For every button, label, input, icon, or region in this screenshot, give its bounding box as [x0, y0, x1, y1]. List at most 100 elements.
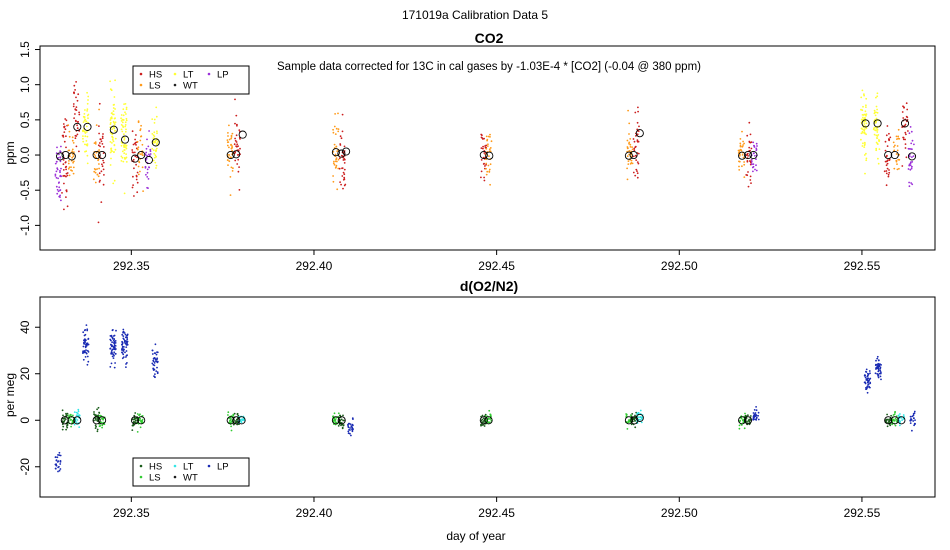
- co2-point: [230, 147, 233, 150]
- co2-point: [862, 105, 864, 108]
- co2-point: [82, 137, 84, 140]
- co2-point: [860, 96, 863, 99]
- co2-point: [234, 159, 237, 162]
- o2n2-point: [877, 364, 880, 367]
- o2n2-point: [629, 414, 632, 416]
- o2n2-point: [913, 424, 915, 427]
- co2-point: [110, 157, 112, 160]
- co2-mean-marker: [92, 150, 101, 160]
- co2-point: [489, 133, 491, 136]
- o2n2-point: [101, 424, 104, 427]
- o2n2-point: [125, 354, 128, 357]
- co2-point: [60, 145, 62, 148]
- o2n2-point: [913, 412, 916, 414]
- co2-point: [481, 137, 484, 140]
- o2n2-point: [126, 362, 128, 364]
- co2-point: [148, 153, 150, 156]
- co2-point: [120, 117, 122, 120]
- co2-point: [62, 136, 65, 138]
- o2n2-point: [126, 338, 129, 341]
- co2-point: [152, 159, 155, 162]
- co2-point: [338, 157, 341, 160]
- co2-point: [897, 135, 900, 138]
- co2-point: [909, 126, 912, 128]
- o2n2-mean-marker: [237, 416, 246, 425]
- o2n2-point: [866, 391, 869, 394]
- co2-point: [752, 165, 755, 168]
- co2-point: [70, 166, 72, 169]
- co2-point: [339, 181, 341, 184]
- o2n2-point: [86, 349, 89, 352]
- co2-point: [748, 140, 751, 143]
- o2n2-point: [78, 426, 81, 428]
- co2-point: [132, 184, 135, 187]
- o2n2-point: [110, 339, 112, 342]
- co2-point: [228, 154, 231, 156]
- co2-point: [54, 175, 57, 177]
- co2-point: [865, 127, 868, 130]
- co2-point: [145, 173, 147, 176]
- co2-point: [753, 144, 755, 147]
- o2n2-mean-marker: [484, 416, 493, 425]
- co2-point: [893, 149, 896, 152]
- co2-point: [140, 124, 143, 127]
- o2n2-point: [876, 365, 879, 368]
- o2n2-point: [874, 372, 877, 375]
- o2n2-point: [94, 417, 97, 420]
- co2-point: [335, 127, 338, 130]
- co2-point: [628, 153, 630, 156]
- co2-mean-marker: [73, 122, 82, 131]
- o2n2-point: [110, 351, 113, 353]
- co2-point: [56, 188, 59, 191]
- co2-point: [86, 102, 89, 105]
- co2-y-tick-label: 1.5: [18, 41, 32, 58]
- co2-point: [864, 120, 867, 122]
- co2-point: [234, 98, 236, 101]
- co2-mean-marker: [337, 149, 346, 158]
- o2n2-point: [155, 370, 158, 372]
- co2-legend-swatch: [173, 72, 177, 76]
- co2-point: [629, 146, 632, 148]
- o2n2-point: [82, 345, 85, 348]
- o2n2-point: [85, 351, 87, 354]
- o2n2-y-tick-label: 20: [18, 367, 32, 381]
- o2n2-point: [757, 414, 759, 417]
- o2n2-mean-marker: [884, 416, 893, 425]
- co2-point: [909, 148, 912, 150]
- co2-point: [68, 135, 71, 138]
- co2-point: [895, 135, 898, 138]
- co2-point: [636, 161, 639, 164]
- co2-point: [742, 156, 745, 159]
- co2-point: [123, 192, 126, 195]
- co2-point: [61, 192, 63, 194]
- co2-point: [229, 176, 232, 178]
- co2-point: [114, 130, 117, 132]
- co2-point: [235, 114, 238, 117]
- co2-point: [151, 118, 154, 120]
- o2n2-point: [85, 345, 88, 347]
- co2-point: [332, 180, 335, 183]
- o2n2-mean-marker: [73, 416, 82, 425]
- co2-point: [489, 136, 491, 138]
- co2-point: [335, 166, 337, 169]
- co2-point: [626, 167, 628, 170]
- o2n2-point: [893, 413, 896, 416]
- co2-point: [65, 165, 68, 168]
- o2n2-point: [82, 350, 84, 353]
- o2n2-point: [66, 423, 69, 426]
- o2n2-point: [134, 412, 137, 414]
- o2n2-y-axis-label: per meg: [3, 373, 17, 417]
- o2n2-x-tick-label: 292.55: [844, 506, 881, 520]
- co2-point: [632, 155, 635, 158]
- co2-point: [73, 160, 75, 163]
- o2n2-point: [69, 413, 72, 416]
- o2n2-point: [235, 418, 238, 421]
- co2-point: [124, 130, 127, 133]
- co2-point: [628, 141, 631, 144]
- o2n2-point: [82, 352, 84, 354]
- o2n2-point: [865, 388, 868, 390]
- o2n2-point: [349, 432, 351, 435]
- o2n2-point: [639, 418, 642, 421]
- co2-point: [155, 155, 158, 158]
- o2n2-point: [84, 356, 87, 358]
